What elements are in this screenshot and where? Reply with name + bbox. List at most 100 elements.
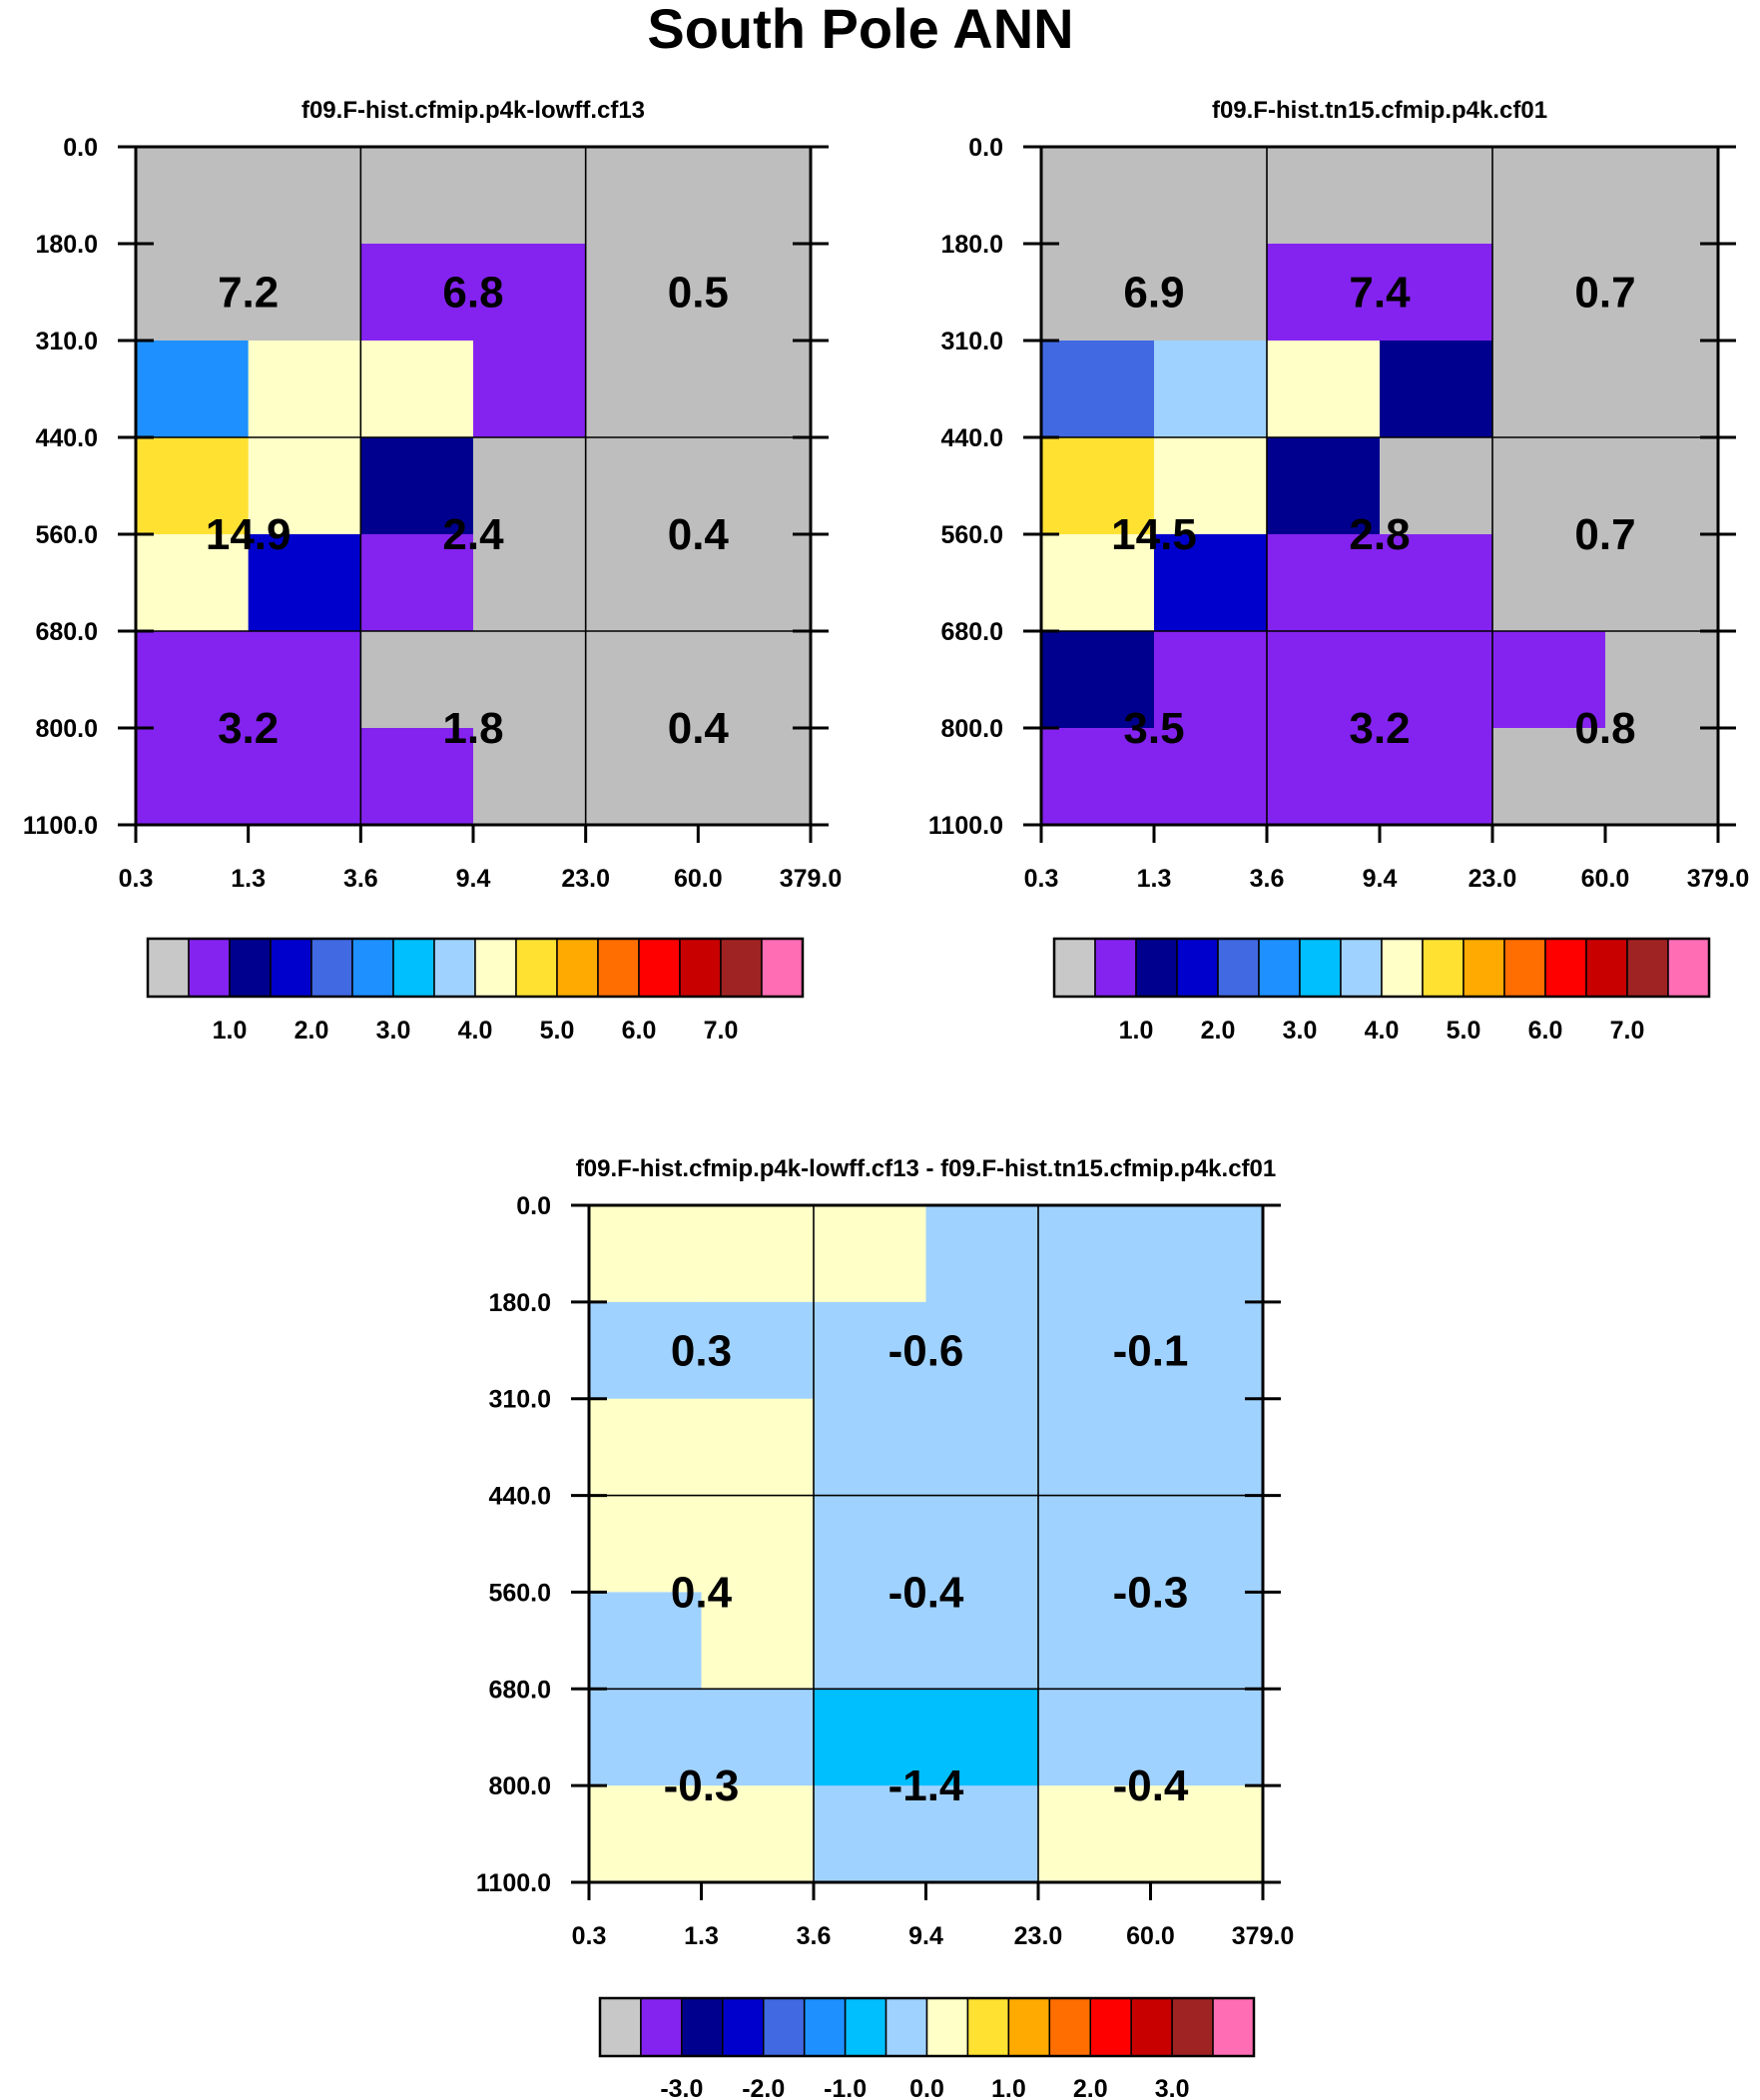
heatmap-cell — [589, 1689, 703, 1786]
heatmap-cell — [1492, 631, 1606, 729]
heatmap-cell — [1380, 728, 1493, 826]
colorbar-label: 3.0 — [1155, 2075, 1190, 2100]
colorbar-label: 1.0 — [1119, 1017, 1154, 1045]
x-tick-label: 1.3 — [1137, 865, 1172, 893]
colorbar-swatch — [1094, 938, 1137, 998]
colorbar-swatch — [1667, 938, 1710, 998]
heatmap-cell — [1041, 631, 1155, 729]
heatmap-cell — [814, 1205, 927, 1303]
y-tick-label: 180.0 — [940, 231, 1003, 259]
heatmap-cell — [589, 1495, 703, 1594]
heatmap-cell — [1605, 534, 1719, 632]
panel-title: f09.F-hist.cfmip.p4k-lowff.cf13 — [301, 97, 645, 124]
heatmap-cell — [136, 437, 250, 535]
heatmap-cell — [698, 728, 812, 826]
y-tick-label: 800.0 — [488, 1772, 551, 1800]
heatmap-cell — [136, 728, 250, 826]
colorbar-swatch — [1340, 938, 1383, 998]
heatmap-cell — [701, 1301, 815, 1400]
colorbar-swatch — [966, 1997, 1010, 2057]
heatmap-cell — [1041, 341, 1155, 438]
colorbar-label: 2.0 — [294, 1017, 329, 1045]
heatmap-cell — [925, 1689, 1039, 1786]
heatmap-cell — [1150, 1495, 1264, 1594]
heatmap-cell — [248, 437, 361, 535]
box-value: -0.4 — [888, 1568, 964, 1617]
panel-title: f09.F-hist.tn15.cfmip.p4k.cf01 — [1212, 97, 1547, 124]
heatmap-cell — [248, 341, 361, 438]
heatmap-cell — [1605, 728, 1719, 826]
heatmap-cell — [1038, 1301, 1152, 1400]
colorbar-swatch — [392, 938, 435, 998]
colorbar-swatch — [556, 938, 599, 998]
x-tick-label: 9.4 — [908, 1922, 943, 1950]
heatmap-cell — [136, 341, 250, 438]
heatmap-cell — [248, 244, 361, 342]
colorbar-label: -2.0 — [742, 2075, 785, 2100]
colorbar-swatch — [761, 938, 804, 998]
heatmap-cell — [248, 728, 361, 826]
heatmap-cell — [360, 147, 474, 245]
heatmap-cell — [1154, 244, 1268, 342]
heatmap-cell — [701, 1205, 815, 1303]
heatmap-cell — [698, 631, 812, 729]
colorbar-swatch — [638, 938, 681, 998]
colorbar-swatch — [229, 938, 272, 998]
box-value: 6.9 — [1123, 269, 1184, 318]
colorbar-label: -3.0 — [660, 2075, 703, 2100]
y-tick-label: 1100.0 — [23, 812, 98, 840]
colorbar-swatch — [1212, 1997, 1255, 2057]
heatmap-cell — [360, 728, 474, 826]
heatmap-cell — [360, 631, 474, 729]
colorbar-swatch — [1544, 938, 1587, 998]
colorbar-label: 3.0 — [1283, 1017, 1318, 1045]
heatmap-cell — [698, 534, 812, 632]
y-tick-label: 0.0 — [63, 134, 98, 162]
heatmap-cell — [1041, 147, 1155, 245]
heatmap-cell — [814, 1689, 927, 1786]
heatmap-cell — [1267, 437, 1381, 535]
x-tick-label: 23.0 — [1468, 865, 1517, 893]
colorbar-swatch — [884, 1997, 928, 2057]
box-value: 14.9 — [206, 510, 292, 559]
x-tick-label: 3.6 — [1250, 865, 1285, 893]
heatmap-cell — [589, 1205, 703, 1303]
heatmap-cell — [1267, 341, 1381, 438]
heatmap-cell — [1150, 1398, 1264, 1497]
heatmap-cell — [360, 437, 474, 535]
colorbar-swatch — [474, 938, 517, 998]
y-tick-label: 180.0 — [488, 1289, 551, 1317]
heatmap-cell — [925, 1301, 1039, 1400]
heatmap-cell — [1492, 341, 1606, 438]
heatmap-cell — [698, 341, 812, 438]
box-value: 0.8 — [1574, 704, 1635, 753]
colorbar-frame — [1052, 937, 1711, 999]
box-value: 0.4 — [668, 704, 730, 753]
colorbar-swatch — [1007, 1997, 1051, 2057]
colorbar-swatch — [1422, 938, 1465, 998]
panels: f09.F-hist.cfmip.p4k-lowff.cf13 0.0 180.0 3… — [23, 97, 1749, 2100]
colorbar-swatch — [1503, 938, 1546, 998]
colorbar-swatch — [720, 938, 763, 998]
heatmap-cell — [1038, 1398, 1152, 1497]
heatmap-cell — [1605, 631, 1719, 729]
heatmap-cell — [1267, 244, 1381, 342]
heatmap-cell — [1380, 437, 1493, 535]
heatmap-cell — [1038, 1495, 1152, 1594]
heatmap-cell — [1038, 1205, 1152, 1303]
colorbar-swatch — [1381, 938, 1424, 998]
box-value: -1.4 — [888, 1761, 964, 1810]
colorbar-label: 6.0 — [1528, 1017, 1563, 1045]
colorbar-swatch — [679, 938, 722, 998]
colorbar-swatch — [1299, 938, 1342, 998]
colorbar-swatch — [844, 1997, 887, 2057]
colorbar-swatch — [1171, 1997, 1214, 2057]
heatmap-cell — [1150, 1205, 1264, 1303]
heatmap-cell — [589, 1785, 703, 1883]
colorbar-swatch — [1053, 938, 1096, 998]
colorbar-swatch — [640, 1997, 683, 2057]
y-tick-label: 440.0 — [488, 1483, 551, 1511]
heatmap-cell — [1038, 1689, 1152, 1786]
y-tick-label: 310.0 — [488, 1386, 551, 1414]
heatmap-cell — [1492, 534, 1606, 632]
